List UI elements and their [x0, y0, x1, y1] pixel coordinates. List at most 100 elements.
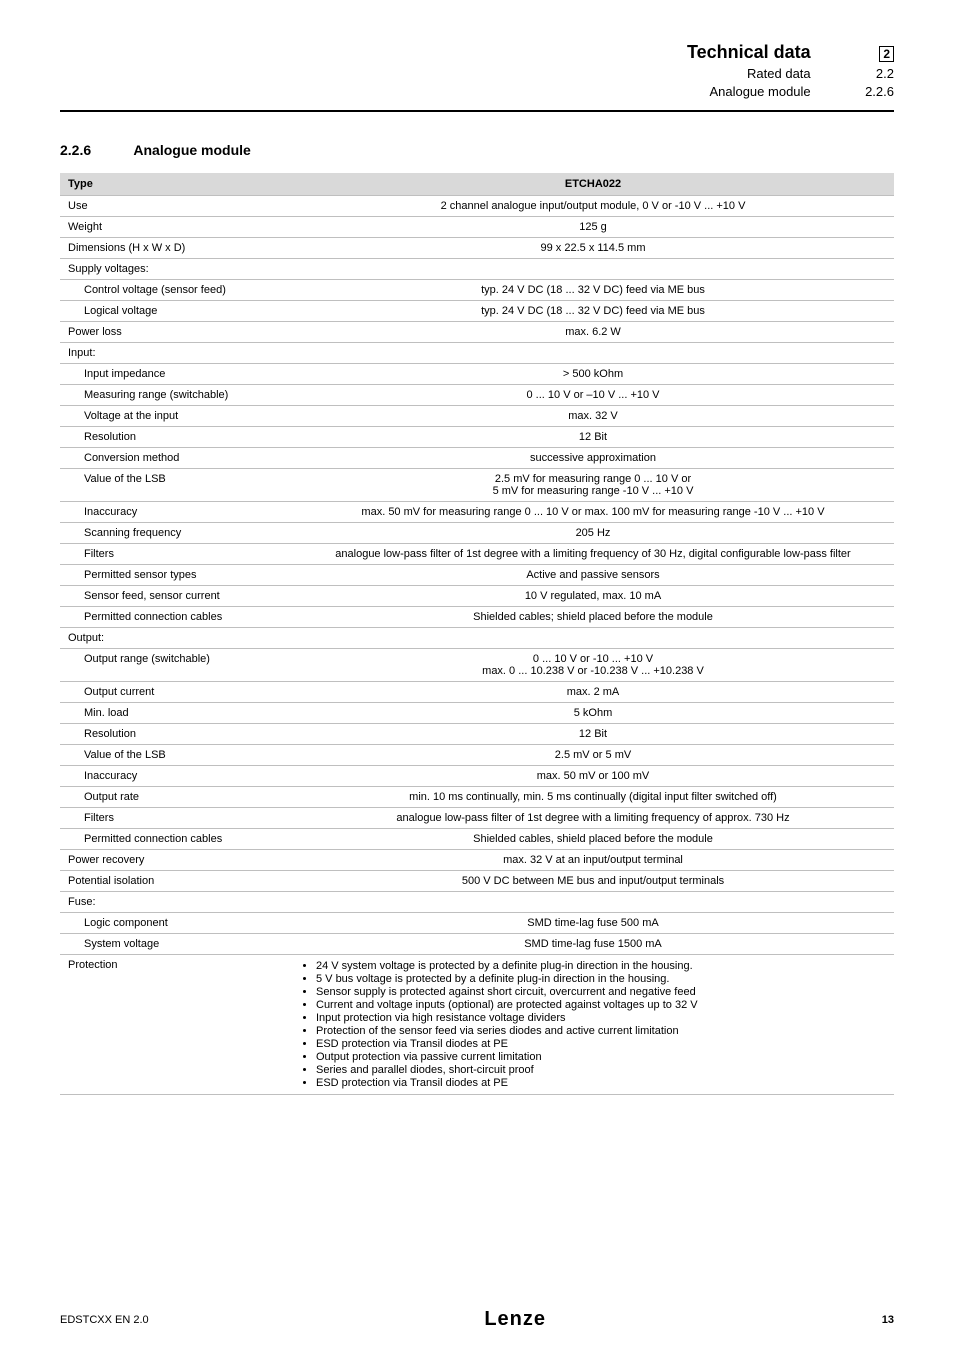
cell-label: Power recovery — [60, 849, 292, 870]
table-row: Voltage at the inputmax. 32 V — [60, 405, 894, 426]
table-row: Filtersanalogue low-pass filter of 1st d… — [60, 543, 894, 564]
table-row: Value of the LSB2.5 mV or 5 mV — [60, 744, 894, 765]
cell-value: max. 50 mV for measuring range 0 ... 10 … — [292, 501, 894, 522]
cell-value: 0 ... 10 V or –10 V ... +10 V — [292, 384, 894, 405]
table-row: Logic componentSMD time-lag fuse 500 mA — [60, 912, 894, 933]
cell-label: Measuring range (switchable) — [60, 384, 292, 405]
header-row-title: Technical data 2 — [687, 40, 894, 65]
cell-value: 10 V regulated, max. 10 mA — [292, 585, 894, 606]
table-row: Inaccuracymax. 50 mV for measuring range… — [60, 501, 894, 522]
cell-label: Potential isolation — [60, 870, 292, 891]
header-row-sub1: Rated data 2.2 — [687, 65, 894, 83]
cell-label: Filters — [60, 807, 292, 828]
table-row: Scanning frequency205 Hz — [60, 522, 894, 543]
section-num: 2.2.6 — [60, 142, 130, 158]
page: Technical data 2 Rated data 2.2 Analogue… — [0, 0, 954, 1351]
cell-value: analogue low-pass filter of 1st degree w… — [292, 543, 894, 564]
cell-value — [292, 627, 894, 648]
cell-value: SMD time-lag fuse 500 mA — [292, 912, 894, 933]
cell-label: Voltage at the input — [60, 405, 292, 426]
table-row: Weight125 g — [60, 216, 894, 237]
table-row: Value of the LSB2.5 mV for measuring ran… — [60, 468, 894, 501]
cell-label: Min. load — [60, 702, 292, 723]
table-row: Logical voltagetyp. 24 V DC (18 ... 32 V… — [60, 300, 894, 321]
cell-value: min. 10 ms continually, min. 5 ms contin… — [292, 786, 894, 807]
cell-value — [292, 342, 894, 363]
table-row: Supply voltages: — [60, 258, 894, 279]
cell-label: Inaccuracy — [60, 501, 292, 522]
cell-label: Supply voltages: — [60, 258, 292, 279]
header-num-sub1: 2.2 — [844, 65, 894, 83]
cell-label: Inaccuracy — [60, 765, 292, 786]
table-row: Measuring range (switchable)0 ... 10 V o… — [60, 384, 894, 405]
cell-label: Dimensions (H x W x D) — [60, 237, 292, 258]
table-row: Use2 channel analogue input/output modul… — [60, 195, 894, 216]
cell-value: 2 channel analogue input/output module, … — [292, 195, 894, 216]
table-row: Output ratemin. 10 ms continually, min. … — [60, 786, 894, 807]
table-row: Input impedance> 500 kOhm — [60, 363, 894, 384]
cell-value: > 500 kOhm — [292, 363, 894, 384]
header-row-sub2: Analogue module 2.2.6 — [687, 83, 894, 101]
table-row: Power lossmax. 6.2 W — [60, 321, 894, 342]
list-item: Protection of the sensor feed via series… — [316, 1025, 886, 1037]
list-item: ESD protection via Transil diodes at PE — [316, 1077, 886, 1089]
cell-label: Input impedance — [60, 363, 292, 384]
cell-label: Resolution — [60, 426, 292, 447]
cell-value: Active and passive sensors — [292, 564, 894, 585]
protection-list: 24 V system voltage is protected by a de… — [300, 960, 886, 1089]
cell-label: Scanning frequency — [60, 522, 292, 543]
cell-label: Value of the LSB — [60, 468, 292, 501]
cell-value: Shielded cables, shield placed before th… — [292, 828, 894, 849]
list-item: Current and voltage inputs (optional) ar… — [316, 999, 886, 1011]
table-header-row: Type ETCHA022 — [60, 173, 894, 196]
list-item: 24 V system voltage is protected by a de… — [316, 960, 886, 972]
cell-value: max. 32 V — [292, 405, 894, 426]
table-row-protection: Protection 24 V system voltage is protec… — [60, 954, 894, 1094]
table-row: Output currentmax. 2 mA — [60, 681, 894, 702]
footer-left: EDSTCXX EN 2.0 — [60, 1314, 149, 1326]
table-row: Input: — [60, 342, 894, 363]
cell-value: successive approximation — [292, 447, 894, 468]
section-name: Analogue module — [133, 142, 250, 158]
cell-value: typ. 24 V DC (18 ... 32 V DC) feed via M… — [292, 300, 894, 321]
cell-value: SMD time-lag fuse 1500 mA — [292, 933, 894, 954]
cell-value: 2.5 mV or 5 mV — [292, 744, 894, 765]
cell-value: Shielded cables; shield placed before th… — [292, 606, 894, 627]
cell-value — [292, 258, 894, 279]
cell-value: 205 Hz — [292, 522, 894, 543]
header-title: Technical data — [687, 42, 811, 62]
th-model: ETCHA022 — [292, 173, 894, 196]
list-item: Series and parallel diodes, short-circui… — [316, 1064, 886, 1076]
table-row: Permitted connection cablesShielded cabl… — [60, 606, 894, 627]
cell-value: max. 6.2 W — [292, 321, 894, 342]
footer-right: 13 — [882, 1314, 894, 1326]
cell-label: Sensor feed, sensor current — [60, 585, 292, 606]
table-row: Resolution12 Bit — [60, 426, 894, 447]
list-item: ESD protection via Transil diodes at PE — [316, 1038, 886, 1050]
cell-label: Permitted connection cables — [60, 828, 292, 849]
footer-center: Lenze — [484, 1308, 546, 1331]
cell-label: Control voltage (sensor feed) — [60, 279, 292, 300]
list-item: Input protection via high resistance vol… — [316, 1012, 886, 1024]
cell-label: Logical voltage — [60, 300, 292, 321]
header-num-sub2: 2.2.6 — [844, 83, 894, 101]
cell-value: max. 32 V at an input/output terminal — [292, 849, 894, 870]
cell-value: 12 Bit — [292, 723, 894, 744]
cell-label: Protection — [60, 954, 292, 1094]
table-row: Conversion methodsuccessive approximatio… — [60, 447, 894, 468]
spec-table: Type ETCHA022 Use2 channel analogue inpu… — [60, 173, 894, 1095]
cell-label: Output range (switchable) — [60, 648, 292, 681]
table-row: Potential isolation500 V DC between ME b… — [60, 870, 894, 891]
table-row: Permitted sensor typesActive and passive… — [60, 564, 894, 585]
table-row: Permitted connection cablesShielded cabl… — [60, 828, 894, 849]
header-num-title: 2 — [844, 46, 894, 63]
cell-label: Conversion method — [60, 447, 292, 468]
section-title: 2.2.6 Analogue module — [60, 142, 894, 158]
cell-label: Input: — [60, 342, 292, 363]
cell-value: max. 50 mV or 100 mV — [292, 765, 894, 786]
cell-label: Value of the LSB — [60, 744, 292, 765]
table-row: Fuse: — [60, 891, 894, 912]
table-row: Output: — [60, 627, 894, 648]
cell-label: Fuse: — [60, 891, 292, 912]
cell-label: Output rate — [60, 786, 292, 807]
